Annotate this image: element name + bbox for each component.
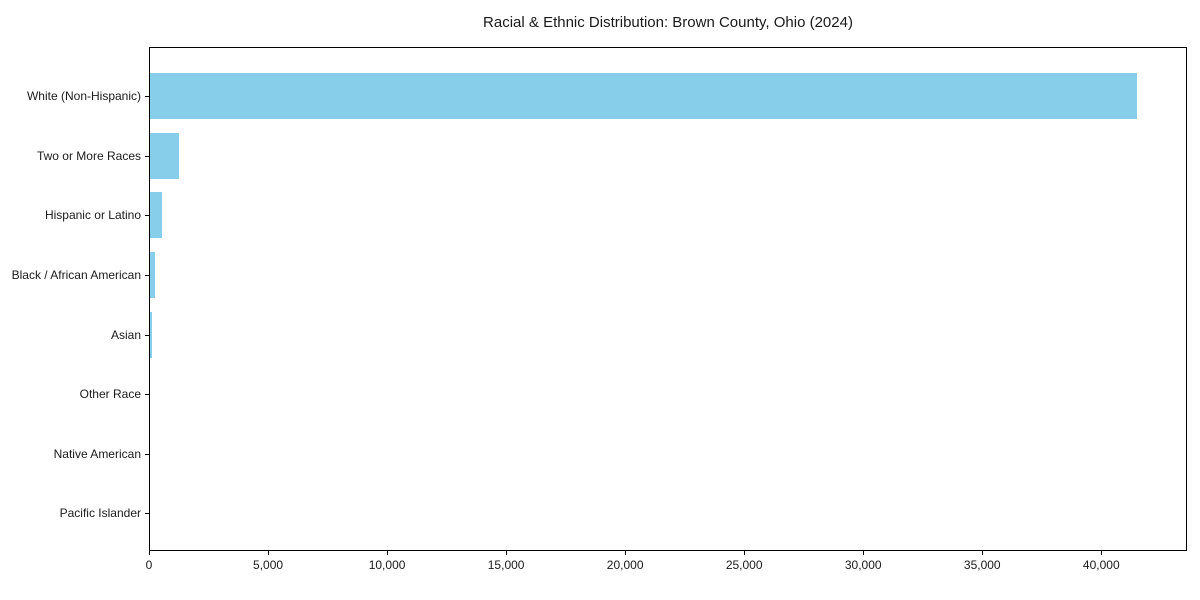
x-label-40000: 40,000: [1082, 558, 1120, 572]
y-label-white-non-hispanic: White (Non-Hispanic): [26, 89, 141, 104]
plot-area: [149, 47, 1187, 551]
x-label-35000: 35,000: [963, 558, 1001, 572]
y-tick-asian: [145, 334, 149, 336]
bar-asian: [150, 311, 152, 358]
y-label-two-or-more-races: Two or More Races: [36, 148, 141, 163]
x-tick-20000: [625, 551, 627, 555]
x-tick-25000: [744, 551, 746, 555]
x-tick-40000: [1101, 551, 1103, 555]
y-tick-black-african-american: [145, 275, 149, 276]
x-tick-5000: [268, 551, 270, 555]
x-tick-10000: [387, 551, 389, 555]
y-tick-white-non-hispanic: [145, 96, 149, 98]
y-tick-native-american: [145, 453, 149, 455]
y-label-hispanic-or-latino: Hispanic or Latino: [44, 208, 141, 223]
y-tick-two-or-more-races: [145, 155, 149, 157]
x-tick-0: [149, 551, 150, 555]
y-label-asian: Asian: [110, 327, 141, 342]
y-label-other-race: Other Race: [79, 387, 141, 402]
bar-two-or-more-races: [150, 132, 179, 179]
bar-black-african-american: [150, 252, 156, 298]
x-tick-35000: [982, 551, 984, 555]
bar-hispanic-or-latino: [150, 192, 163, 239]
chart-title: Racial & Ethnic Distribution: Brown Coun…: [483, 14, 853, 31]
x-label-0: 0: [145, 558, 153, 572]
y-label-native-american: Native American: [53, 446, 141, 461]
bar-white-non-hispanic: [150, 73, 1137, 120]
x-label-25000: 25,000: [725, 558, 763, 572]
x-label-5000: 5,000: [253, 558, 284, 572]
x-label-10000: 10,000: [368, 558, 406, 572]
y-tick-pacific-islander: [145, 513, 149, 515]
x-tick-15000: [506, 551, 508, 555]
y-label-pacific-islander: Pacific Islander: [59, 506, 141, 521]
x-label-20000: 20,000: [606, 558, 644, 572]
x-label-15000: 15,000: [487, 558, 525, 572]
y-label-black-african-american: Black / African American: [11, 268, 141, 282]
x-tick-30000: [863, 551, 865, 555]
y-tick-hispanic-or-latino: [145, 215, 149, 217]
x-label-30000: 30,000: [844, 558, 882, 572]
y-tick-other-race: [145, 394, 149, 396]
